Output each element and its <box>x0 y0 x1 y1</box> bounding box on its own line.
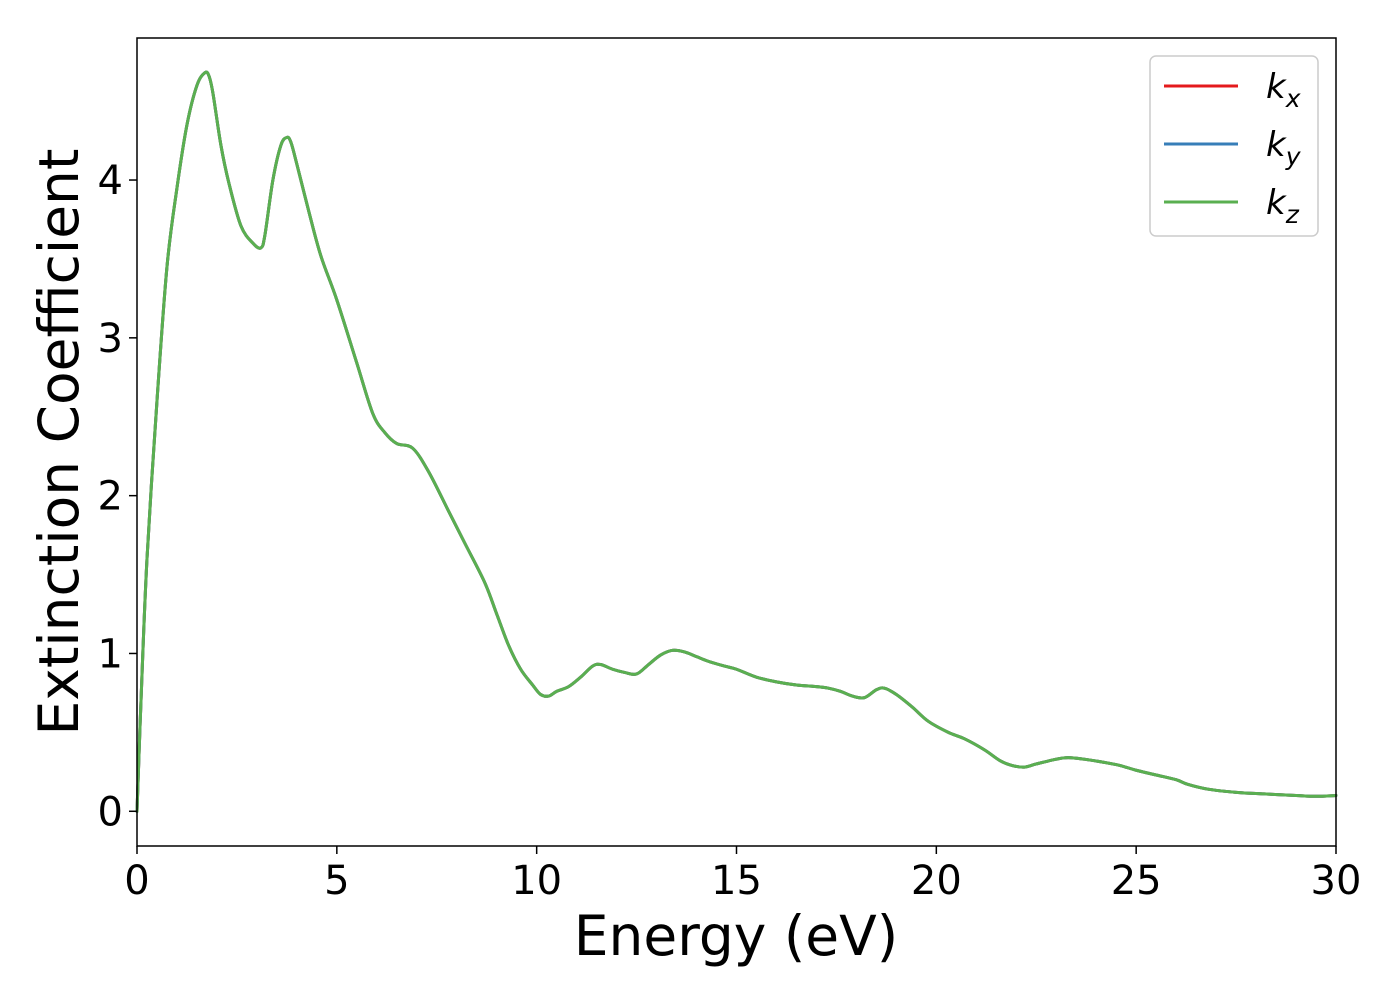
legend-label: kz <box>1266 183 1300 229</box>
x-tick-label: 10 <box>511 858 562 904</box>
legend-item-x[interactable]: kx <box>1164 67 1301 113</box>
series-layer <box>135 70 1338 813</box>
y-tick-label: 2 <box>98 474 123 520</box>
legend-label: ky <box>1266 125 1302 171</box>
y-tick-label: 3 <box>98 316 123 362</box>
x-tick-label: 20 <box>911 858 962 904</box>
legend-item-y[interactable]: ky <box>1164 125 1302 171</box>
x-axis-title: Energy (eV) <box>574 904 898 968</box>
y-axis-ticks: 0 1 2 3 4 <box>98 158 137 835</box>
legend-label: kx <box>1266 67 1301 113</box>
x-tick-label: 25 <box>1111 858 1162 904</box>
legend-box <box>1149 55 1319 237</box>
series-line-z <box>135 70 1338 813</box>
y-axis-title: Extinction Coefficient <box>27 149 91 736</box>
legend-item-z[interactable]: kz <box>1164 183 1300 229</box>
y-tick-label: 1 <box>98 631 123 677</box>
y-tick-label: 0 <box>98 789 123 835</box>
y-tick-label: 4 <box>98 158 123 204</box>
legend[interactable]: kx ky kz <box>1149 55 1319 237</box>
x-tick-label: 30 <box>1311 858 1362 904</box>
x-tick-label: 0 <box>124 858 149 904</box>
legend-entries: kx ky kz <box>1164 67 1302 229</box>
x-axis-ticks: 0 5 10 15 20 25 30 <box>124 846 1361 904</box>
x-tick-label: 15 <box>711 858 762 904</box>
x-tick-label: 5 <box>324 858 349 904</box>
